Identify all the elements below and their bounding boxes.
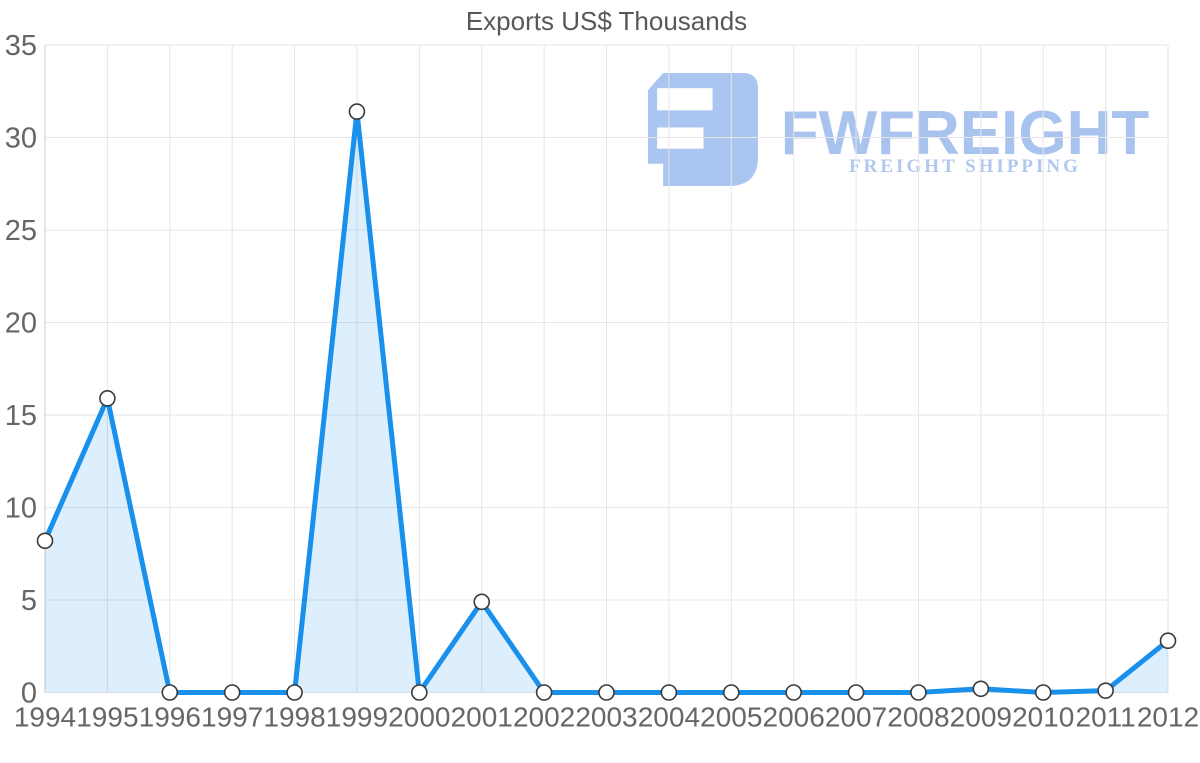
x-tick-label: 2002: [513, 702, 575, 733]
x-tick-label: 1996: [139, 702, 201, 733]
y-tick-label: 35: [5, 30, 37, 62]
data-point-2009[interactable]: [972, 680, 990, 698]
x-tick-label: 2006: [763, 702, 825, 733]
y-tick-label: 25: [5, 215, 37, 247]
x-tick-label: 2010: [1012, 702, 1074, 733]
y-tick-label: 5: [21, 585, 37, 617]
data-point-2002[interactable]: [535, 684, 553, 701]
x-tick-label: 2007: [825, 702, 887, 733]
x-tick-label: 2005: [700, 702, 762, 733]
data-point-2012[interactable]: [1159, 632, 1177, 650]
series-area: [45, 111, 1168, 693]
data-point-1997[interactable]: [223, 684, 241, 701]
x-tick-label: 1994: [14, 702, 76, 733]
data-point-2008[interactable]: [910, 684, 927, 701]
y-tick-label: 10: [5, 493, 37, 525]
data-point-2006[interactable]: [785, 684, 802, 701]
data-point-2001[interactable]: [473, 593, 491, 611]
x-tick-label: 1998: [263, 702, 325, 733]
data-point-2005[interactable]: [722, 684, 740, 701]
x-tick-label: 2008: [887, 702, 949, 733]
data-point-2010[interactable]: [1034, 684, 1052, 701]
watermark-tagline: FREIGHT SHIPPING: [849, 156, 1081, 177]
x-tick-label: 2009: [950, 702, 1012, 733]
data-point-2004[interactable]: [660, 684, 678, 701]
data-point-2007[interactable]: [847, 684, 865, 701]
data-point-2003[interactable]: [598, 684, 615, 701]
y-tick-label: 20: [5, 308, 37, 340]
x-tick-label: 1995: [76, 702, 138, 733]
y-tick-label: 15: [5, 400, 37, 432]
data-point-1994[interactable]: [36, 532, 54, 550]
data-point-2000[interactable]: [411, 684, 428, 701]
x-tick-label: 1997: [201, 702, 263, 733]
chart-title: Exports US$ Thousands: [465, 6, 748, 36]
x-tick-label: 2004: [638, 702, 700, 733]
data-point-1996[interactable]: [161, 684, 179, 701]
watermark-logo: FWFREIGHT FREIGHT SHIPPING: [648, 70, 1158, 190]
data-point-1998[interactable]: [286, 684, 303, 701]
watermark-wordmark: FWFREIGHT: [780, 99, 1150, 168]
x-tick-label: 2011: [1076, 702, 1136, 733]
data-point-2011[interactable]: [1097, 682, 1114, 699]
x-tick-label: 2000: [388, 702, 450, 733]
data-point-1999[interactable]: [348, 103, 366, 120]
y-tick-label: 30: [5, 123, 37, 155]
x-tick-label: 1999: [326, 702, 388, 733]
y-tick-label: 0: [21, 678, 37, 710]
x-tick-label: 2012: [1137, 702, 1199, 733]
data-point-1995[interactable]: [99, 390, 116, 407]
x-tick-label: 2003: [575, 702, 637, 733]
x-tick-label: 2001: [451, 702, 513, 733]
